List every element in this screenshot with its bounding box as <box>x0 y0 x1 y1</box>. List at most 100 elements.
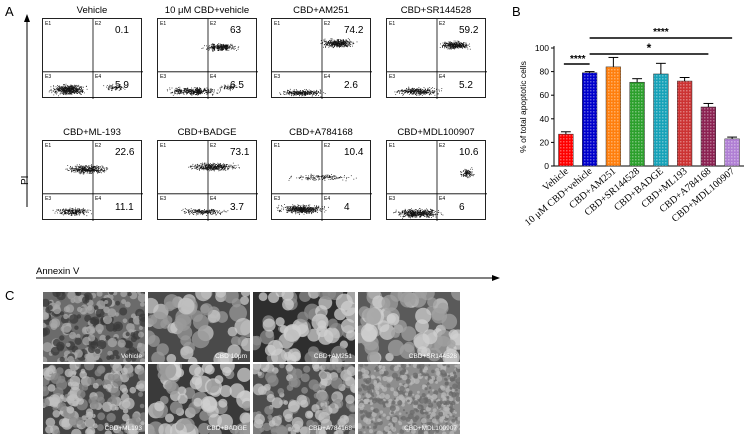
bar <box>725 139 740 166</box>
micrograph: CBD+BADGE <box>148 364 250 434</box>
upper-right-percent: 10.4 <box>344 147 363 158</box>
y-tick-label: 60 <box>540 90 550 100</box>
flow-plot: E1 E2 E3 E4 22.6 11.1 <box>42 140 142 220</box>
quadrant-label: E2 <box>324 143 330 149</box>
quadrant-label: E3 <box>45 196 51 202</box>
pi-axis-label: PI <box>20 176 31 185</box>
quadrant-label: E4 <box>95 196 101 202</box>
flow-plot: E1 E2 E3 E4 74.2 2.6 <box>271 18 371 98</box>
quadrant-label: E3 <box>160 74 166 80</box>
micrograph-label: CBD 10μm <box>215 353 247 360</box>
significance-middle: * <box>647 41 652 55</box>
upper-right-percent: 10.6 <box>459 147 478 158</box>
flow-plot-title: CBD+AM251 <box>271 5 371 16</box>
quadrant-label: E1 <box>160 143 166 149</box>
quadrant-label: E2 <box>95 143 101 149</box>
y-tick-label: 20 <box>540 137 550 147</box>
annexin-axis-arrow <box>36 272 502 284</box>
quadrant-label: E2 <box>324 21 330 27</box>
lower-right-percent: 11.1 <box>115 202 134 213</box>
panel-c-letter: C <box>5 288 14 303</box>
y-tick-label: 80 <box>540 67 550 77</box>
flow-plot: E1 E2 E3 E4 0.1 5.9 <box>42 18 142 98</box>
quadrant-label: E3 <box>389 196 395 202</box>
quadrant-label: E1 <box>389 21 395 27</box>
lower-right-percent: 5.2 <box>459 80 473 91</box>
micrograph-label: CBD+A784168 <box>308 425 352 432</box>
quadrant-label: E3 <box>160 196 166 202</box>
y-tick-label: 40 <box>540 114 550 124</box>
flow-plot-title: CBD+ML-193 <box>42 127 142 138</box>
flow-plot-title: CBD+MDL100907 <box>386 127 486 138</box>
quadrant-label: E3 <box>274 196 280 202</box>
significance-top: **** <box>653 27 669 38</box>
bar <box>630 82 645 166</box>
quadrant-label: E2 <box>439 21 445 27</box>
flow-plot-title: CBD+BADGE <box>157 127 257 138</box>
y-axis-label: % of total apoptotic cells <box>518 61 528 153</box>
quadrant-label: E1 <box>45 143 51 149</box>
upper-right-percent: 0.1 <box>115 25 129 36</box>
flow-plot-title: 10 μM CBD+vehicle <box>157 5 257 16</box>
quadrant-label: E3 <box>389 74 395 80</box>
upper-right-percent: 59.2 <box>459 25 478 36</box>
flow-plot: E1 E2 E3 E4 59.2 5.2 <box>386 18 486 98</box>
lower-right-percent: 4 <box>344 202 350 213</box>
quadrant-label: E4 <box>324 74 330 80</box>
micrograph: CBD+SR144528 <box>358 292 460 362</box>
micrograph-label: CBD+BADGE <box>207 425 247 432</box>
upper-right-percent: 73.1 <box>230 147 249 158</box>
micrograph-label: Vehicle <box>121 353 142 360</box>
significance-left: **** <box>570 54 586 65</box>
micrograph-label: CBD+SR144528 <box>409 353 457 360</box>
quadrant-label: E1 <box>45 21 51 27</box>
quadrant-label: E2 <box>439 143 445 149</box>
bar <box>701 107 716 166</box>
quadrant-label: E1 <box>274 21 280 27</box>
quadrant-label: E3 <box>45 74 51 80</box>
micrograph: CBD 10μm <box>148 292 250 362</box>
flow-plot: E1 E2 E3 E4 10.4 4 <box>271 140 371 220</box>
quadrant-label: E4 <box>95 74 101 80</box>
micrograph-label: CBD+MDL100907 <box>404 425 457 432</box>
quadrant-label: E2 <box>210 21 216 27</box>
bar <box>606 67 621 166</box>
y-tick-label: 100 <box>535 43 549 53</box>
micrograph: Vehicle <box>43 292 145 362</box>
micrograph: CBD+AM251 <box>253 292 355 362</box>
flow-plot-title: CBD+SR144528 <box>386 5 486 16</box>
bar <box>582 73 597 166</box>
bar <box>677 81 692 166</box>
quadrant-label: E4 <box>324 196 330 202</box>
micrograph: CBD+A784168 <box>253 364 355 434</box>
panel-b-letter: B <box>512 4 521 19</box>
quadrant-label: E4 <box>210 74 216 80</box>
flow-plot-title: CBD+A784168 <box>271 127 371 138</box>
micrograph-label: CBD+AM251 <box>314 353 352 360</box>
quadrant-label: E1 <box>160 21 166 27</box>
lower-right-percent: 6 <box>459 202 465 213</box>
upper-right-percent: 74.2 <box>344 25 363 36</box>
quadrant-label: E3 <box>274 74 280 80</box>
micrograph: CBD+ML193 <box>43 364 145 434</box>
quadrant-label: E4 <box>439 196 445 202</box>
lower-right-percent: 2.6 <box>344 80 358 91</box>
bar <box>654 74 669 166</box>
quadrant-label: E4 <box>439 74 445 80</box>
panel-a-letter: A <box>5 4 14 19</box>
flow-plot-title: Vehicle <box>42 5 142 16</box>
lower-right-percent: 3.7 <box>230 202 244 213</box>
quadrant-label: E2 <box>95 21 101 27</box>
quadrant-label: E4 <box>210 196 216 202</box>
micrograph-label: CBD+ML193 <box>105 425 142 432</box>
upper-right-percent: 22.6 <box>115 147 134 158</box>
bar <box>559 134 574 166</box>
lower-right-percent: 6.5 <box>230 80 244 91</box>
quadrant-label: E2 <box>210 143 216 149</box>
micrograph: CBD+MDL100907 <box>358 364 460 434</box>
lower-right-percent: 5.9 <box>115 80 129 91</box>
quadrant-label: E1 <box>274 143 280 149</box>
